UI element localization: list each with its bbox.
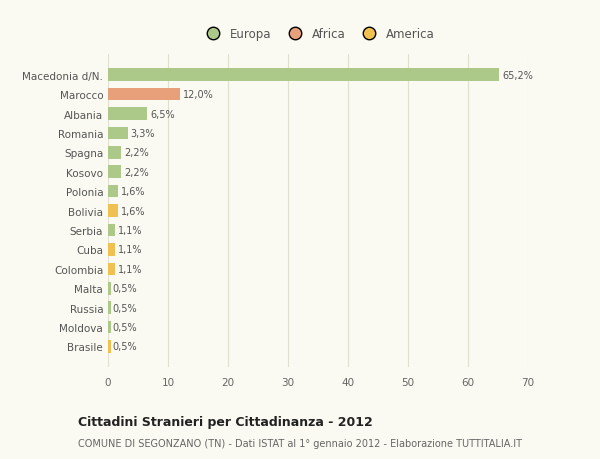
Bar (108, 263, 115, 275)
Text: 1,6%: 1,6% (121, 206, 145, 216)
Text: 1,1%: 1,1% (118, 245, 142, 255)
Bar (108, 224, 115, 237)
Bar (108, 127, 128, 140)
Text: COMUNE DI SEGONZANO (TN) - Dati ISTAT al 1° gennaio 2012 - Elaborazione TUTTITAL: COMUNE DI SEGONZANO (TN) - Dati ISTAT al… (78, 438, 522, 448)
Bar (108, 108, 147, 121)
Text: Cittadini Stranieri per Cittadinanza - 2012: Cittadini Stranieri per Cittadinanza - 2… (78, 415, 373, 428)
Bar (108, 205, 118, 218)
Text: 1,6%: 1,6% (121, 187, 145, 197)
Legend: Europa, Africa, America: Europa, Africa, America (197, 23, 439, 46)
Bar (108, 166, 121, 179)
Bar (108, 244, 115, 256)
Text: 2,2%: 2,2% (124, 148, 149, 158)
Bar (108, 69, 499, 82)
Bar (108, 321, 111, 334)
Bar (108, 185, 118, 198)
Text: 12,0%: 12,0% (183, 90, 214, 100)
Bar (108, 147, 121, 159)
Text: 0,5%: 0,5% (113, 322, 137, 332)
Bar (108, 89, 180, 101)
Text: 1,1%: 1,1% (118, 264, 142, 274)
Text: 2,2%: 2,2% (124, 168, 149, 177)
Bar (108, 302, 111, 314)
Text: 1,1%: 1,1% (118, 225, 142, 235)
Text: 3,3%: 3,3% (131, 129, 155, 139)
Text: 65,2%: 65,2% (502, 71, 533, 80)
Text: 0,5%: 0,5% (113, 303, 137, 313)
Bar (108, 282, 111, 295)
Text: 0,5%: 0,5% (113, 284, 137, 294)
Text: 6,5%: 6,5% (150, 109, 175, 119)
Bar (108, 341, 111, 353)
Text: 0,5%: 0,5% (113, 342, 137, 352)
